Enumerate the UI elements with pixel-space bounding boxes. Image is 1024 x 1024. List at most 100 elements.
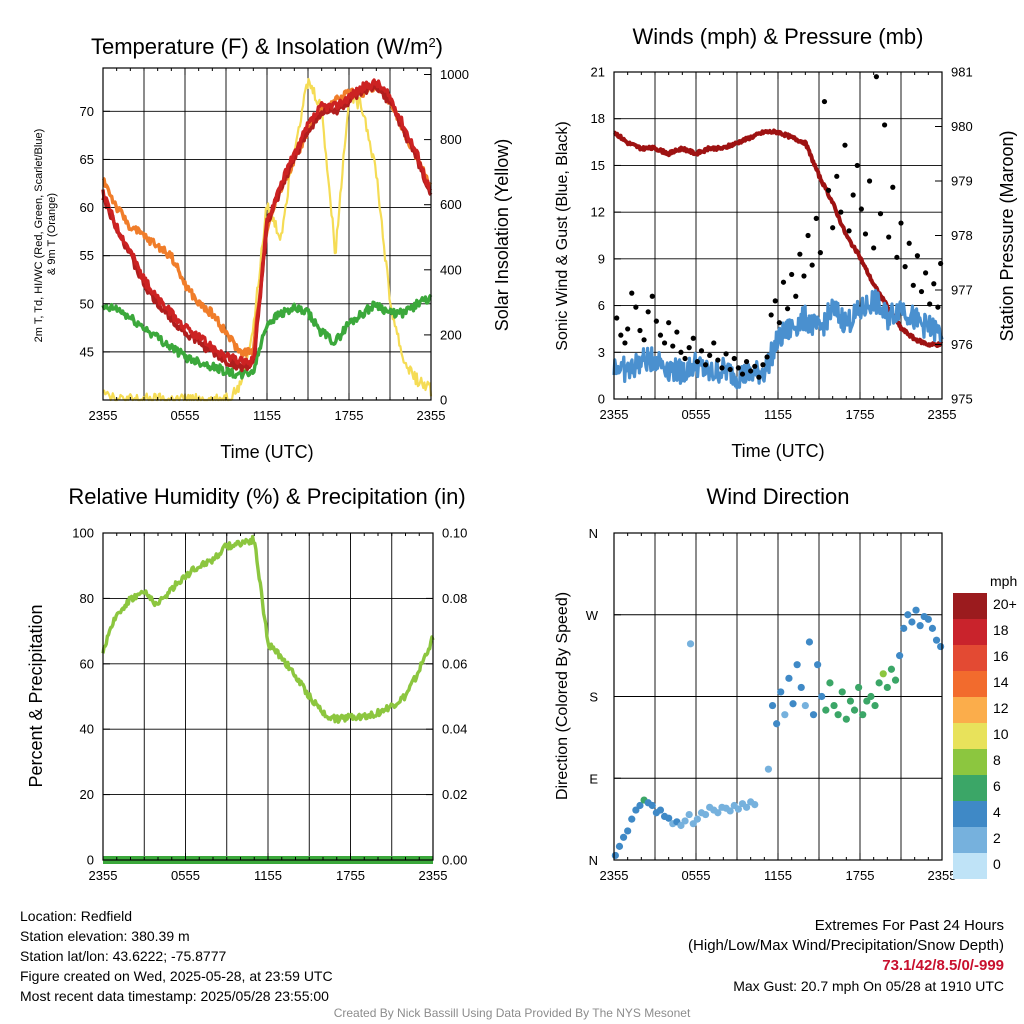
gust-point: [731, 355, 737, 362]
gust-point: [894, 254, 900, 260]
gust-point: [678, 349, 684, 355]
direction-point: [801, 701, 809, 710]
gust-point: [890, 184, 896, 190]
x-tick-label: 2355: [417, 408, 446, 423]
y2-tick-label: 977: [951, 283, 973, 298]
legend-label: 12: [993, 700, 1009, 716]
direction-point: [665, 814, 673, 822]
legend-swatch: [953, 697, 987, 723]
gust-point: [918, 288, 925, 295]
station-elevation: Station elevation: 380.39 m: [20, 928, 190, 944]
direction-tick-label: E: [589, 771, 598, 786]
gust-point: [830, 225, 836, 231]
gust-point: [633, 304, 639, 310]
speed-legend: mph 20+ 18 16 14 12 10 8 6 4 2 0: [953, 573, 1017, 879]
legend-swatch: [953, 619, 987, 645]
gust-point: [817, 250, 823, 256]
direction-point: [714, 809, 722, 817]
gust-point: [666, 320, 672, 326]
gust-point: [690, 335, 696, 341]
direction-point: [904, 611, 912, 619]
direction-tick-label: N: [589, 526, 598, 541]
direction-grid: [614, 533, 942, 860]
gust-point: [850, 192, 856, 198]
legend-swatch: [953, 853, 987, 879]
direction-point: [742, 803, 751, 811]
gust-point: [858, 206, 864, 212]
gust-point: [854, 162, 860, 169]
y-tick-label: 0: [87, 853, 94, 868]
gust-point: [902, 264, 908, 270]
direction-point: [867, 692, 875, 701]
y2-tick-label: 1000: [440, 67, 469, 82]
gust-point: [873, 74, 880, 80]
x-tick-label: 0555: [682, 407, 711, 422]
extremes-subheading: (High/Low/Max Wind/Precipitation/Snow De…: [688, 937, 1004, 954]
gust-point: [735, 365, 741, 371]
gust-point: [743, 359, 750, 365]
extremes-values: 73.1/42/8.5/0/-999: [882, 957, 1004, 974]
direction-point: [916, 622, 924, 630]
gust-point: [914, 253, 921, 259]
gust-point: [629, 290, 635, 296]
direction-point: [834, 711, 842, 719]
direction-point: [726, 807, 734, 815]
x-tick-label: 0555: [171, 868, 200, 883]
direction-point: [768, 701, 777, 710]
legend-swatch: [953, 749, 987, 775]
y2-tick-label: 400: [440, 262, 462, 277]
legend-label: 0: [993, 856, 1001, 872]
y-tick-label: 50: [80, 296, 94, 311]
direction-point: [781, 711, 789, 719]
legend-label: 10: [993, 726, 1009, 742]
gust-point: [842, 142, 848, 148]
direction-point: [826, 679, 834, 687]
direction-series: [611, 606, 945, 860]
x-tick-label: 1755: [846, 868, 875, 883]
gust-point: [801, 273, 807, 279]
gust-point: [789, 271, 795, 278]
x-tick-label: 0555: [682, 868, 711, 883]
y2-tick-label: 800: [440, 132, 462, 147]
extremes-heading: Extremes For Past 24 Hours: [814, 917, 1004, 934]
y2-tick-label: 0.08: [442, 591, 467, 606]
gust-point: [670, 343, 676, 349]
direction-tick-label: W: [586, 608, 599, 623]
gust-point: [748, 368, 754, 374]
station-latlon: Station lat/lon: 43.6222; -75.8777: [20, 948, 227, 964]
direction-point: [842, 715, 850, 723]
direction-point: [686, 640, 695, 648]
gust-point: [727, 366, 733, 373]
legend-label: 20+: [993, 596, 1017, 612]
direction-point: [924, 615, 932, 623]
gust-point: [752, 363, 758, 369]
direction-point: [928, 624, 937, 632]
gust-point: [756, 374, 762, 380]
y-tick-label: 45: [80, 344, 94, 359]
x-tick-label: 2355: [89, 868, 118, 883]
y-tick-label: 20: [80, 787, 94, 802]
direction-point: [896, 652, 904, 660]
x-tick-label: 2355: [600, 868, 629, 883]
legend-swatch: [953, 827, 987, 853]
gust-point: [931, 281, 937, 287]
x-tick-label: 2355: [419, 868, 448, 883]
x-tick-label: 1755: [846, 407, 875, 422]
direction-point: [693, 815, 701, 823]
gust-point: [809, 262, 815, 268]
direction-point: [681, 817, 689, 825]
gust-point: [674, 329, 680, 335]
gust-point: [772, 298, 778, 304]
gust-point: [935, 304, 941, 310]
direction-point: [785, 674, 793, 682]
y2-tick-label: 0.00: [442, 853, 467, 868]
y-tick-label: 100: [72, 526, 94, 541]
y2-tick-label: 979: [951, 174, 973, 189]
gust-point: [686, 345, 692, 351]
y2-tick-label: 978: [951, 228, 973, 243]
legend-label: 8: [993, 752, 1001, 768]
direction-point: [912, 606, 920, 614]
gust-point: [723, 351, 729, 357]
y-tick-label: 60: [80, 200, 94, 215]
